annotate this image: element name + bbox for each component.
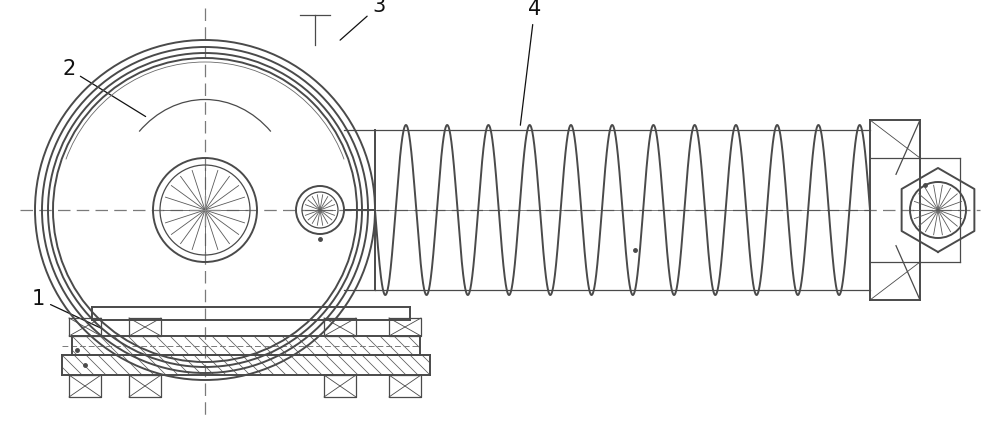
Text: 4: 4 <box>520 0 541 125</box>
Text: 1: 1 <box>32 289 102 329</box>
Text: 2: 2 <box>62 59 146 117</box>
Text: 3: 3 <box>340 0 385 40</box>
